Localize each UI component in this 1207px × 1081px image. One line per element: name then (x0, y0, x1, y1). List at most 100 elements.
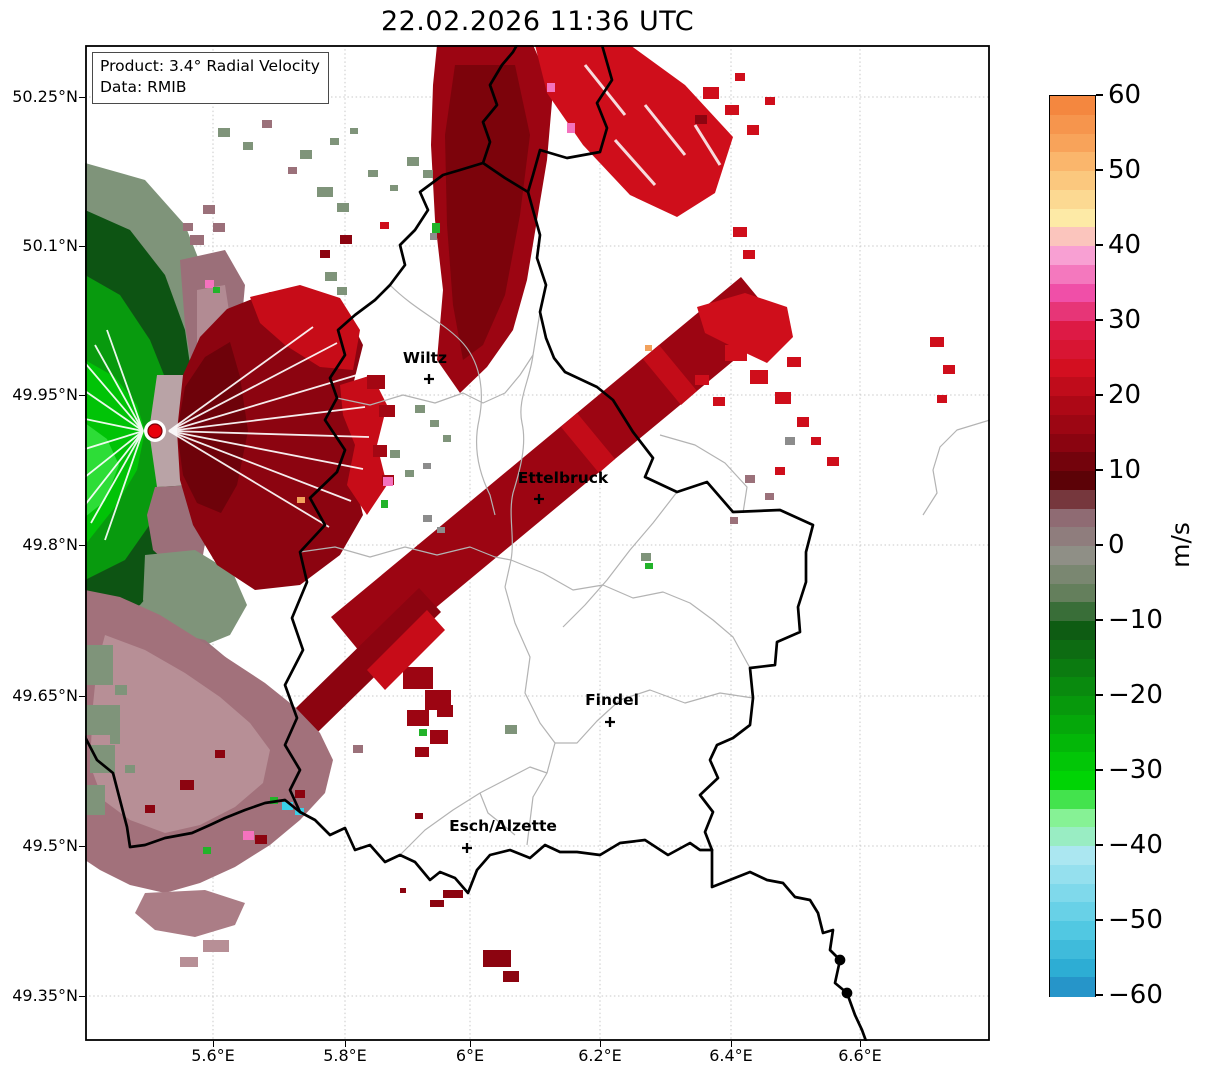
colorbar-band (1050, 621, 1095, 641)
belgium-germany-border (481, 45, 519, 165)
colorbar-band (1050, 658, 1095, 678)
colorbar-tick-mark (1096, 844, 1103, 846)
colorbar-band (1050, 902, 1095, 922)
colorbar-band (1050, 771, 1095, 791)
colorbar-band (1050, 677, 1095, 697)
colorbar-band (1050, 339, 1095, 359)
colorbar-band (1050, 827, 1095, 847)
colorbar-tick-label: −10 (1108, 605, 1163, 635)
velocity-band-north (431, 45, 733, 393)
colorbar-band (1050, 208, 1095, 228)
colorbar-tick-label: −60 (1108, 980, 1163, 1010)
luxembourg-border (283, 161, 815, 895)
colorbar-band (1050, 921, 1095, 941)
radial-streaks (85, 326, 370, 541)
colorbar-band (1050, 752, 1095, 772)
velocity-field (85, 45, 955, 982)
product-info-box: Product: 3.4° Radial Velocity Data: RMIB (92, 52, 329, 104)
y-tick-mark (79, 246, 85, 248)
y-tick-mark (79, 97, 85, 99)
colorbar-tick-label: −40 (1108, 830, 1163, 860)
colorbar-tick-mark (1096, 94, 1103, 96)
y-tick-label: 49.8°N (22, 535, 78, 554)
colorbar-band (1050, 264, 1095, 284)
y-tick-mark (79, 996, 85, 998)
colorbar-band (1050, 433, 1095, 453)
y-tick-mark (79, 395, 85, 397)
colorbar-tick-mark (1096, 994, 1103, 996)
colorbar-band (1050, 846, 1095, 866)
colorbar-tick-label: 20 (1108, 380, 1142, 410)
radar-site-marker (144, 420, 166, 442)
near-zero-region-southwest (85, 590, 333, 967)
x-tick-label: 6°E (455, 1046, 485, 1065)
colorbar-band (1050, 808, 1095, 828)
colorbar-band (1050, 864, 1095, 884)
colorbar-tick-mark (1096, 919, 1103, 921)
colorbar-band (1050, 452, 1095, 472)
colorbar-tick-label: 0 (1108, 530, 1125, 560)
figure-title: 22.02.2026 11:36 UTC (380, 6, 695, 37)
canton-borders (299, 284, 990, 856)
city-marker (534, 494, 544, 504)
colorbar-tick-label: 50 (1108, 155, 1142, 185)
y-tick-label: 49.95°N (12, 385, 78, 404)
x-tick-mark (345, 1041, 347, 1047)
y-tick-label: 50.25°N (12, 87, 78, 106)
colorbar-band (1050, 133, 1095, 153)
colorbar-band (1050, 302, 1095, 322)
colorbar-band (1050, 583, 1095, 603)
colorbar-tick-label: 60 (1108, 80, 1142, 110)
y-tick-label: 49.65°N (12, 686, 78, 705)
x-tick-mark (860, 1041, 862, 1047)
colorbar-band (1050, 246, 1095, 266)
colorbar-tick-label: −50 (1108, 905, 1163, 935)
country-borders (85, 45, 868, 1041)
x-tick-label: 6.2°E (578, 1046, 622, 1065)
colorbar-tick-mark (1096, 694, 1103, 696)
colorbar-tick-mark (1096, 619, 1103, 621)
product-line: Product: 3.4° Radial Velocity (100, 57, 320, 75)
city-marker (605, 717, 615, 727)
colorbar-tick-mark (1096, 469, 1103, 471)
colorbar-band (1050, 283, 1095, 303)
colorbar-band (1050, 414, 1095, 434)
colorbar-band (1050, 883, 1095, 903)
x-tick-mark (600, 1041, 602, 1047)
colorbar-band (1050, 789, 1095, 809)
colorbar-band (1050, 377, 1095, 397)
colorbar-tick-label: −30 (1108, 755, 1163, 785)
colorbar-tick-mark (1096, 544, 1103, 546)
city-label-ettelbruck: Ettelbruck (518, 469, 609, 487)
colorbar-band (1050, 171, 1095, 191)
x-tick-mark (731, 1041, 733, 1047)
colorbar-band (1050, 602, 1095, 622)
colorbar-tick-mark (1096, 394, 1103, 396)
colorbar-tick-mark (1096, 169, 1103, 171)
y-tick-mark (79, 846, 85, 848)
x-tick-mark (213, 1041, 215, 1047)
colorbar-tick-label: −20 (1108, 680, 1163, 710)
x-tick-label: 5.8°E (323, 1046, 367, 1065)
y-tick-mark (79, 545, 85, 547)
colorbar-tick-label: 10 (1108, 455, 1142, 485)
x-tick-label: 5.6°E (191, 1046, 235, 1065)
colorbar-band (1050, 96, 1095, 116)
city-marker (424, 374, 434, 384)
y-tick-label: 49.5°N (22, 836, 78, 855)
colorbar-band (1050, 696, 1095, 716)
city-label-findel: Findel (585, 691, 639, 709)
colorbar-tick-label: 30 (1108, 305, 1142, 335)
x-tick-mark (470, 1041, 472, 1047)
velocity-band-central (331, 277, 793, 757)
colorbar-band (1050, 639, 1095, 659)
map-plot-area: Wiltz Ettelbruck Findel Esch/Alzette (85, 45, 990, 1041)
plot-frame (85, 45, 990, 1041)
x-tick-label: 6.6°E (838, 1046, 882, 1065)
y-tick-label: 50.1°N (22, 236, 78, 255)
colorbar-band (1050, 977, 1095, 997)
colorbar-tick-mark (1096, 769, 1103, 771)
germany-border-north (526, 45, 614, 194)
france-belgium-border (85, 735, 302, 849)
